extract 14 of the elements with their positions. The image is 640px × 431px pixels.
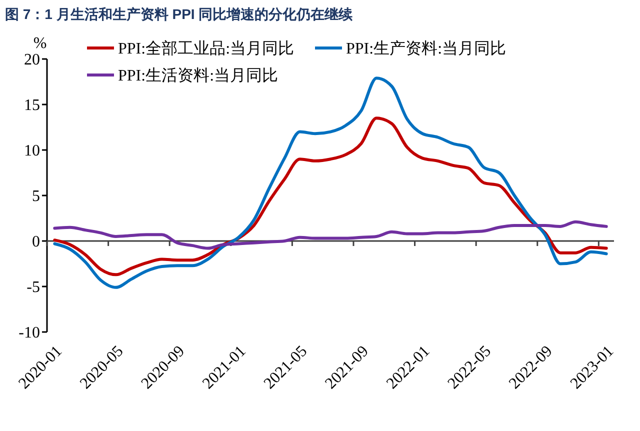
chart-title: 图 7：1 月生活和生产资料 PPI 同比增速的分化仍在继续 <box>5 6 354 22</box>
legend-label: PPI:生活资料:当月同比 <box>118 66 278 85</box>
legend-label: PPI:全部工业品:当月同比 <box>118 40 294 58</box>
y-tick-label: 0 <box>32 234 40 251</box>
y-tick-label: 10 <box>24 142 40 160</box>
line-series <box>53 116 608 276</box>
line-series <box>53 220 608 250</box>
y-axis-title: % <box>33 35 47 52</box>
legend-label: PPI:生产资料:当月同比 <box>346 40 506 58</box>
y-tick-label: -5 <box>26 279 40 296</box>
y-tick-label: -10 <box>18 324 40 342</box>
y-tick-label: 15 <box>24 97 40 114</box>
y-tick-label: 20 <box>24 52 40 69</box>
y-tick-label: 5 <box>32 188 40 206</box>
